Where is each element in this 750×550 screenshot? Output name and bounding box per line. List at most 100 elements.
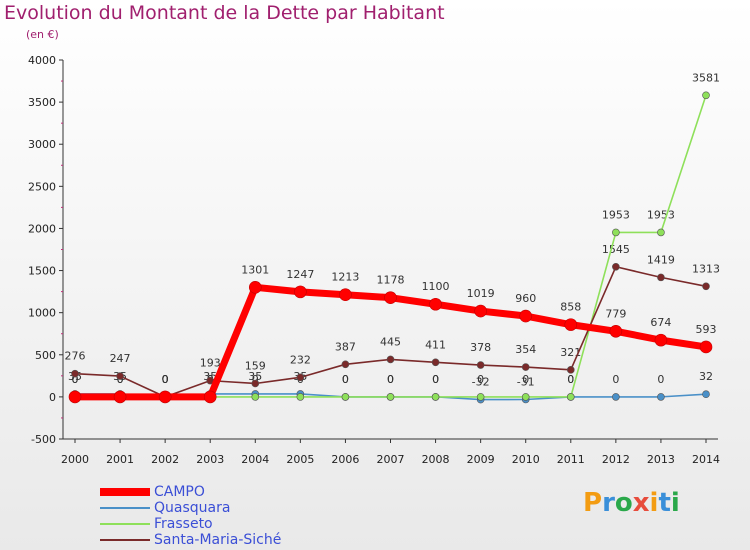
data-point bbox=[521, 363, 530, 371]
data-label: 1419 bbox=[647, 253, 675, 266]
x-tick-label: 2013 bbox=[647, 453, 675, 466]
x-tick-label: 2001 bbox=[106, 453, 134, 466]
legend-label: Quasquara bbox=[154, 500, 231, 516]
data-point bbox=[251, 379, 260, 388]
data-label: 0 bbox=[72, 373, 79, 386]
y-tick-label: 2500 bbox=[28, 180, 56, 193]
x-tick-label: 2010 bbox=[512, 453, 540, 466]
data-label: 858 bbox=[560, 301, 581, 314]
data-point bbox=[296, 393, 305, 401]
data-label: 1213 bbox=[331, 271, 359, 284]
data-label: 3581 bbox=[692, 71, 720, 84]
data-label: 0 bbox=[567, 373, 574, 386]
chart-subtitle: (en €) bbox=[26, 28, 59, 41]
data-point bbox=[521, 393, 530, 401]
data-point bbox=[612, 262, 620, 271]
data-label: 0 bbox=[162, 373, 169, 386]
data-label: 32 bbox=[699, 370, 713, 383]
data-label: 1019 bbox=[467, 287, 495, 300]
data-point bbox=[699, 340, 713, 354]
data-label: 0 bbox=[162, 373, 169, 386]
data-label: 1301 bbox=[241, 263, 269, 276]
line-chart: -500050010001500200025003000350040002000… bbox=[28, 54, 721, 466]
y-tick-label: 500 bbox=[35, 349, 56, 362]
data-label: 321 bbox=[560, 346, 581, 359]
data-label: 0 bbox=[342, 373, 349, 386]
data-label: 35 bbox=[248, 370, 262, 383]
x-tick-label: 2004 bbox=[241, 453, 269, 466]
data-label: -31 bbox=[517, 375, 535, 388]
data-label: -32 bbox=[472, 376, 490, 389]
data-point bbox=[564, 318, 578, 331]
data-label: 193 bbox=[200, 357, 221, 370]
legend-swatch bbox=[100, 488, 150, 496]
x-tick-label: 2007 bbox=[377, 453, 405, 466]
data-label: 0 bbox=[387, 373, 394, 386]
data-label: 0 bbox=[567, 373, 574, 386]
data-label: 247 bbox=[110, 352, 131, 365]
y-tick-label: 3000 bbox=[28, 138, 56, 151]
data-label: 0 bbox=[432, 373, 439, 386]
data-point bbox=[431, 358, 440, 367]
series-lines bbox=[68, 91, 713, 404]
y-tick-label: 3500 bbox=[28, 96, 56, 109]
data-label: 0 bbox=[612, 373, 619, 386]
legend-label: CAMPO bbox=[154, 484, 205, 500]
chart-axes: -500050010001500200025003000350040002000… bbox=[28, 54, 720, 466]
data-point bbox=[566, 366, 575, 374]
legend-label: Santa-Maria-Siché bbox=[154, 532, 282, 548]
data-point bbox=[113, 390, 127, 404]
data-point bbox=[609, 324, 623, 338]
data-point bbox=[431, 393, 440, 401]
data-point bbox=[612, 228, 620, 237]
data-label: 0 bbox=[432, 373, 439, 386]
data-point bbox=[68, 390, 82, 404]
legend-item: Quasquara bbox=[100, 500, 400, 516]
x-tick-label: 2008 bbox=[422, 453, 450, 466]
chart-title: Evolution du Montant de la Dette par Hab… bbox=[4, 2, 445, 24]
data-point bbox=[248, 281, 262, 294]
data-label: 1178 bbox=[377, 274, 405, 287]
y-tick-label: 1500 bbox=[28, 265, 56, 278]
legend-item: Santa-Maria-Siché bbox=[100, 532, 400, 548]
data-label: 445 bbox=[380, 335, 401, 348]
data-point bbox=[657, 228, 665, 237]
x-tick-label: 2006 bbox=[331, 453, 359, 466]
data-point bbox=[339, 288, 352, 302]
data-label: 0 bbox=[252, 373, 259, 386]
x-tick-label: 2000 bbox=[61, 453, 89, 466]
data-point bbox=[476, 393, 485, 401]
data-labels: 276 247 0 193 159 232 387 445 411 378 354 321 1545 14… bbox=[65, 71, 721, 388]
data-point bbox=[294, 285, 307, 299]
data-label: 0 bbox=[387, 373, 394, 386]
data-point bbox=[341, 393, 350, 401]
data-point bbox=[386, 393, 395, 401]
data-label: 0 bbox=[72, 373, 79, 386]
data-label: 1545 bbox=[602, 243, 630, 256]
data-point bbox=[203, 390, 217, 404]
data-point bbox=[657, 393, 665, 401]
y-tick-label: 2000 bbox=[28, 222, 56, 235]
data-point bbox=[429, 297, 442, 311]
x-tick-label: 2005 bbox=[286, 453, 314, 466]
data-label: 1953 bbox=[602, 208, 630, 221]
data-label: 1313 bbox=[692, 262, 720, 275]
data-label: 1247 bbox=[286, 268, 314, 281]
data-point bbox=[386, 355, 395, 364]
data-label: 0 bbox=[522, 373, 529, 386]
chart-legend: CAMPO Quasquara Frasseto Santa-Maria-Siché bbox=[100, 484, 400, 548]
data-point bbox=[71, 369, 79, 378]
data-label: 0 bbox=[657, 373, 664, 386]
data-point bbox=[341, 360, 350, 369]
data-point bbox=[474, 304, 487, 318]
data-point bbox=[702, 282, 710, 291]
data-label: 276 bbox=[65, 350, 86, 363]
legend-label: Frasseto bbox=[154, 516, 213, 532]
x-tick-label: 2012 bbox=[602, 453, 630, 466]
data-label: 411 bbox=[425, 338, 446, 351]
data-point bbox=[612, 393, 620, 401]
data-point bbox=[158, 390, 172, 404]
data-point bbox=[654, 333, 668, 347]
data-point bbox=[702, 390, 710, 398]
